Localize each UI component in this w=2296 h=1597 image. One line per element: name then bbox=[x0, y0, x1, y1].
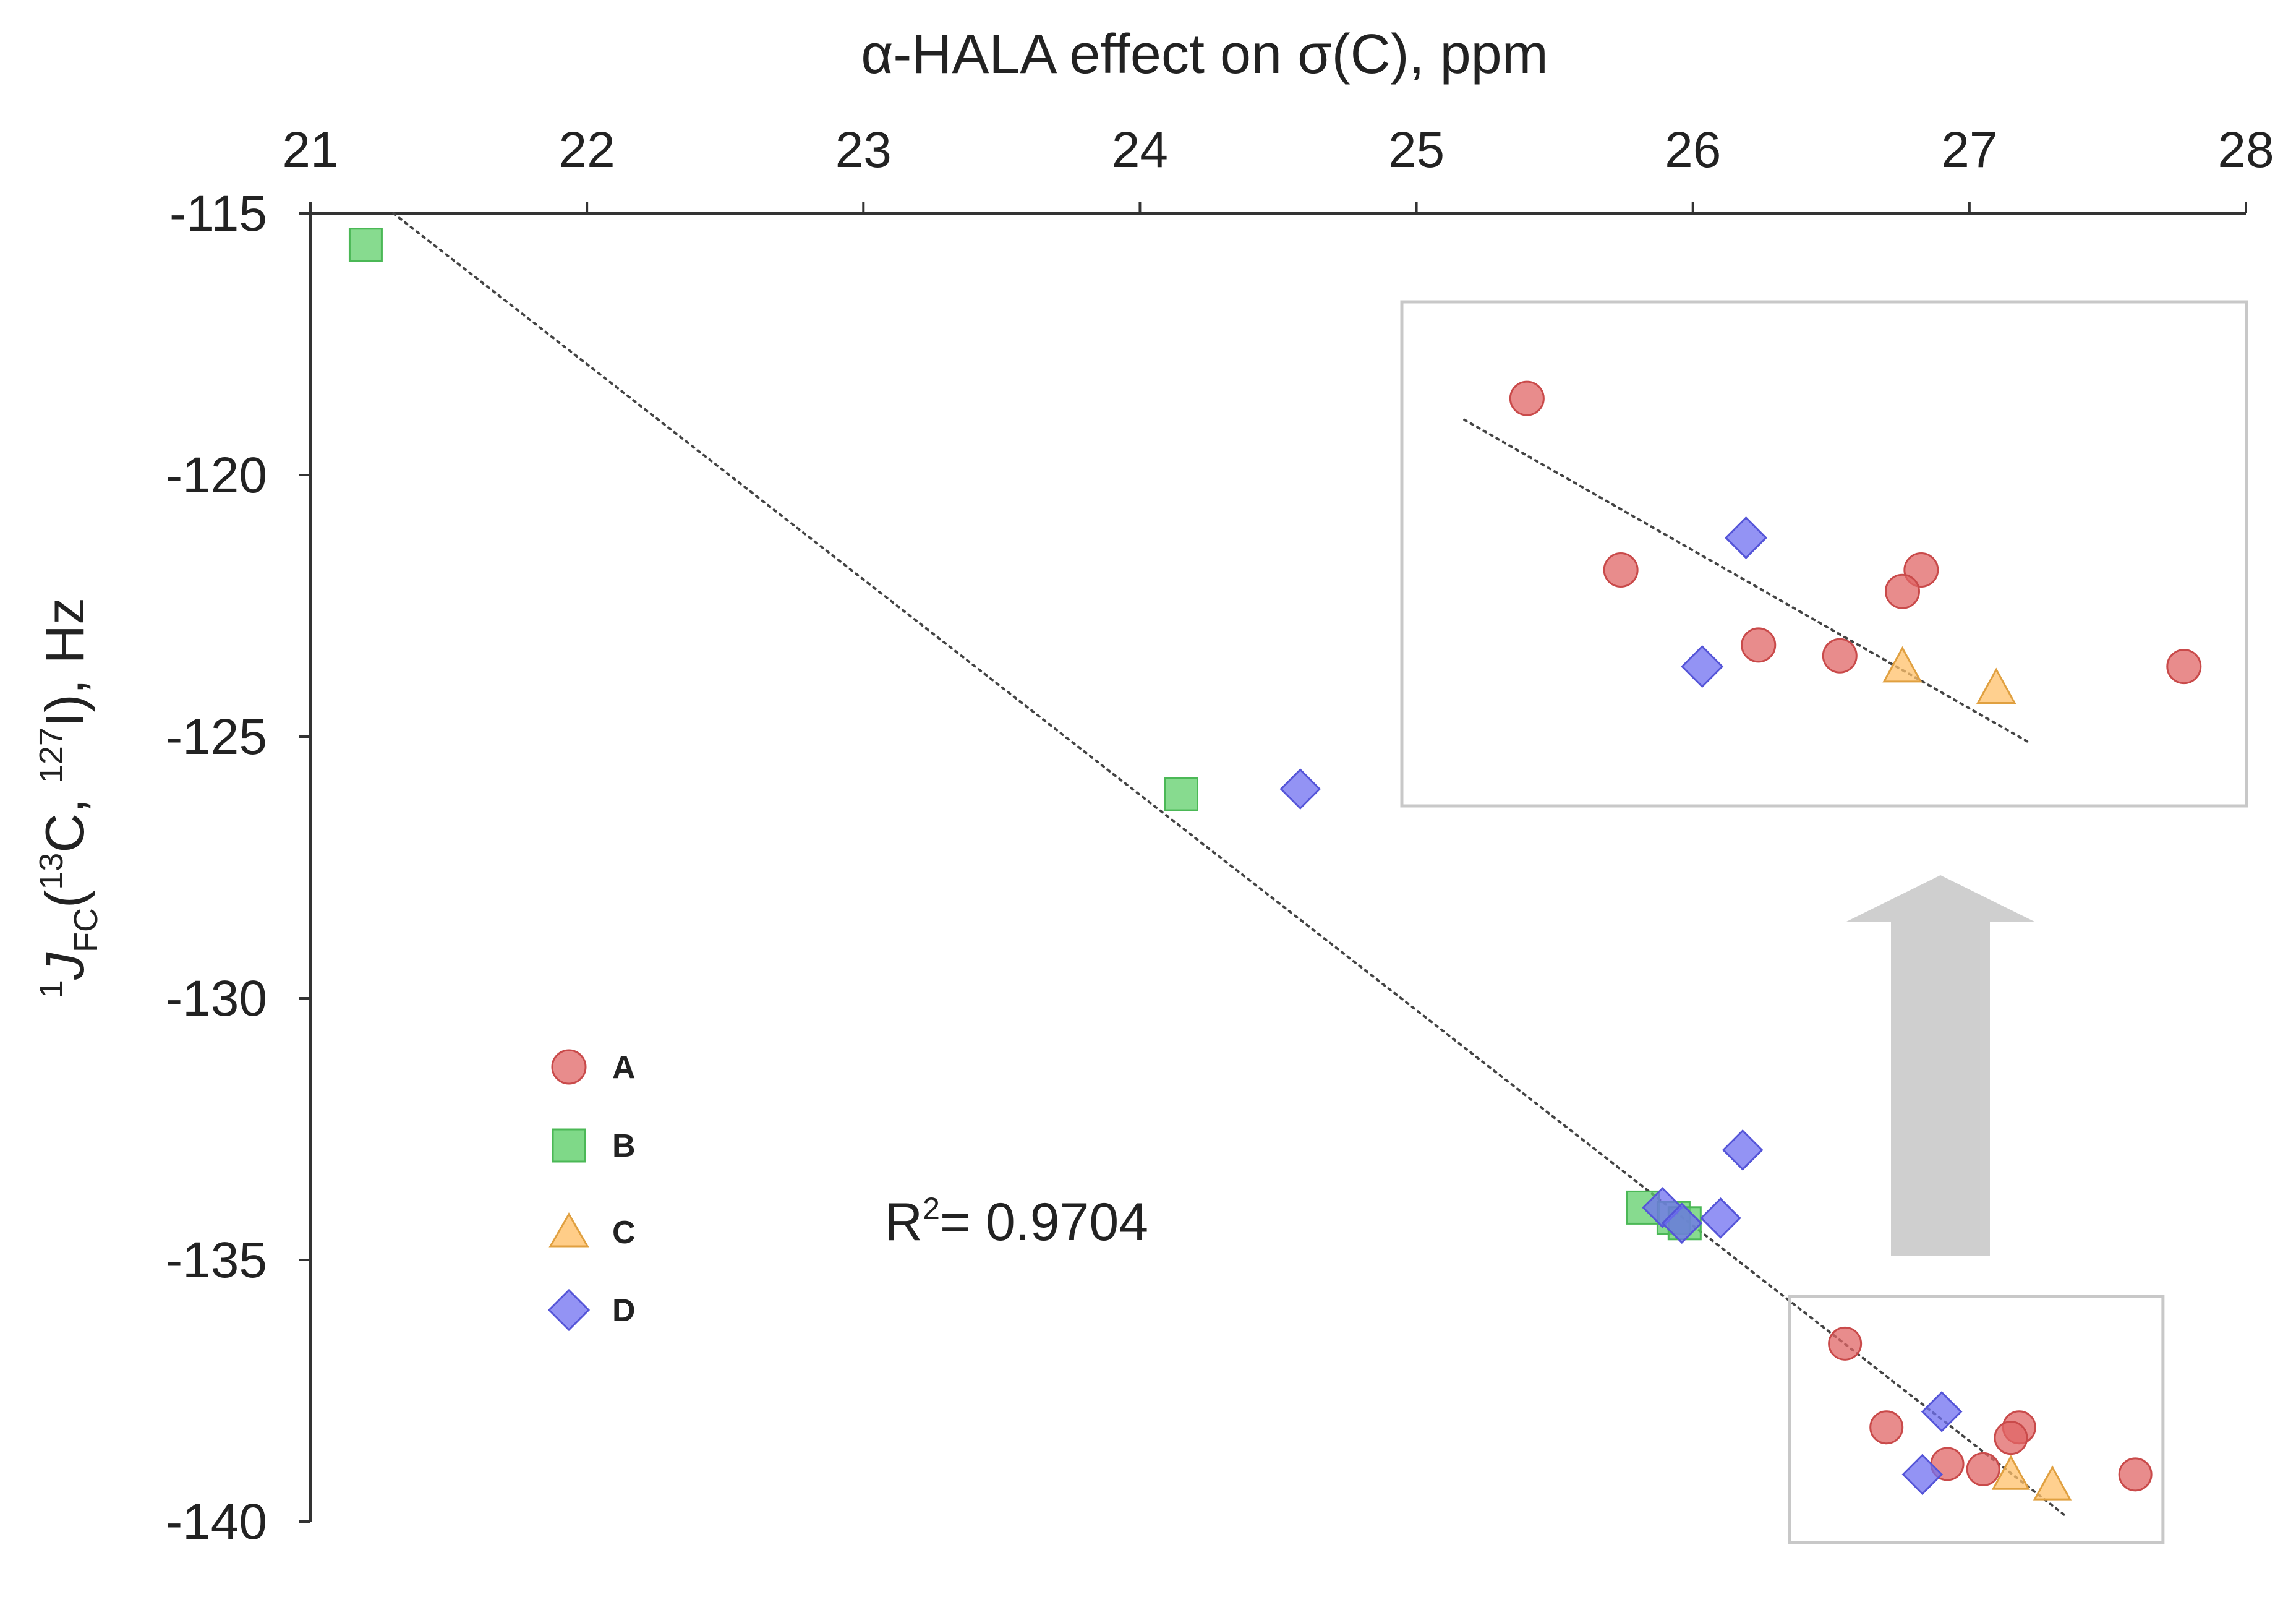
up-arrow-icon bbox=[1846, 875, 2034, 1256]
chart-title: α-HALA effect on σ(C), ppm bbox=[861, 24, 1548, 85]
legend-label-a: A bbox=[612, 1050, 636, 1085]
point-d bbox=[1661, 1202, 1703, 1244]
point-a bbox=[1994, 1421, 2028, 1455]
point-d bbox=[1921, 1391, 1963, 1432]
y-label-sub: FC bbox=[67, 908, 105, 953]
legend-label-b: B bbox=[612, 1128, 636, 1164]
inset-point-a bbox=[1822, 638, 1858, 674]
inset-point-a bbox=[1884, 573, 1920, 609]
inset-point-a bbox=[1741, 627, 1777, 663]
inset-point-a bbox=[1603, 552, 1639, 588]
legend-marker-c bbox=[548, 1212, 589, 1248]
point-d bbox=[1700, 1197, 1741, 1239]
x-tick-label: 28 bbox=[2217, 122, 2274, 178]
r2-prefix: R bbox=[884, 1192, 923, 1252]
y-label-el2: I), Hz bbox=[34, 597, 95, 727]
legend-marker-a bbox=[551, 1049, 587, 1085]
x-tick-label: 21 bbox=[282, 122, 338, 178]
legend-label-c: C bbox=[612, 1215, 636, 1251]
y-axis-label: 1JFC(13C, 127I), Hz bbox=[33, 597, 105, 998]
y-label-iso1: 13 bbox=[33, 853, 70, 890]
y-label-prefix: 1 bbox=[33, 980, 70, 998]
data-points bbox=[348, 228, 2153, 1501]
x-tick-label: 23 bbox=[835, 122, 892, 178]
point-a bbox=[1828, 1326, 1863, 1361]
point-a bbox=[1966, 1452, 2000, 1486]
point-b bbox=[348, 228, 383, 262]
zoom-region-box bbox=[1788, 1295, 2165, 1544]
x-tick-label: 27 bbox=[1941, 122, 1997, 178]
legend-marker-b bbox=[552, 1128, 586, 1163]
y-tick-label: -130 bbox=[166, 970, 267, 1027]
legend-marker-d bbox=[547, 1288, 591, 1332]
x-tick-label: 25 bbox=[1388, 122, 1445, 178]
y-label-open: ( bbox=[34, 890, 95, 908]
inset-point-d bbox=[1724, 516, 1768, 560]
zoom-arrow bbox=[1846, 875, 2034, 1256]
zoom-inset bbox=[1400, 300, 2248, 1544]
axes: 21 22 23 24 25 26 27 28 -115 -120 -125 -130 -135 -140 bbox=[166, 122, 2274, 1550]
inset-point-c bbox=[1976, 667, 2016, 704]
point-d bbox=[1279, 768, 1321, 810]
point-b bbox=[1164, 777, 1198, 811]
trendline bbox=[392, 212, 2068, 1518]
r-squared-annotation: R2= 0.9704 bbox=[884, 1191, 1148, 1252]
y-tick-label: -115 bbox=[169, 186, 267, 242]
y-tick-label: -120 bbox=[166, 447, 267, 503]
point-d bbox=[1722, 1129, 1764, 1171]
y-label-iso2: 127 bbox=[33, 727, 70, 783]
x-tick-label: 22 bbox=[559, 122, 615, 178]
y-label-j: J bbox=[34, 952, 95, 980]
inset-point-c bbox=[1882, 646, 1923, 683]
y-tick-label: -135 bbox=[166, 1232, 267, 1288]
point-a bbox=[2118, 1457, 2153, 1492]
point-c bbox=[2033, 1465, 2072, 1501]
inset-point-a bbox=[1509, 380, 1545, 416]
r2-sup: 2 bbox=[923, 1191, 940, 1226]
r2-value: = 0.9704 bbox=[940, 1192, 1148, 1252]
inset-point-a bbox=[2166, 649, 2202, 685]
x-tick-label: 26 bbox=[1665, 122, 1721, 178]
x-tick-label: 24 bbox=[1112, 122, 1168, 178]
y-label-el1: C, bbox=[34, 783, 95, 852]
point-d bbox=[1901, 1454, 1944, 1496]
legend: A B C D bbox=[547, 1049, 636, 1332]
legend-label-d: D bbox=[612, 1293, 636, 1329]
y-tick-label: -140 bbox=[166, 1494, 267, 1550]
inset-point-d bbox=[1681, 645, 1724, 688]
point-c bbox=[1991, 1455, 2031, 1490]
y-tick-label: -125 bbox=[166, 709, 267, 765]
point-a bbox=[1869, 1410, 1904, 1445]
inset-box bbox=[1400, 300, 2248, 808]
trendline-layer bbox=[392, 212, 2068, 1518]
